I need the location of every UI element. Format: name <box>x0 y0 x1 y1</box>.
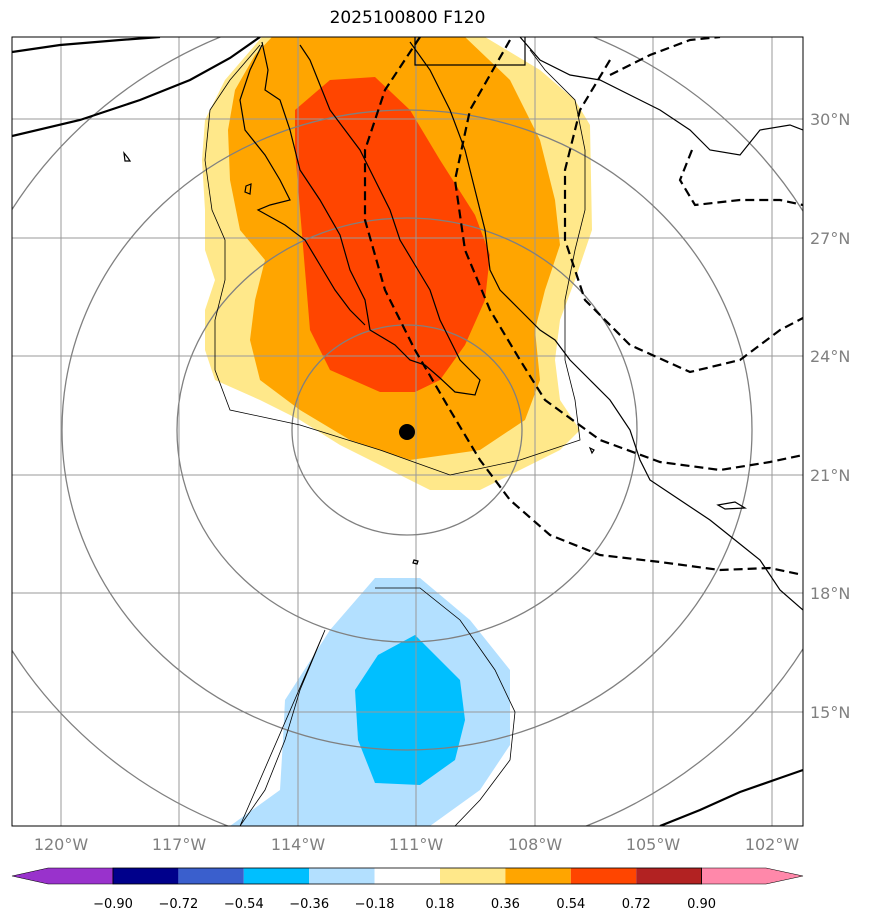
baja-california-coast <box>261 41 481 396</box>
colorbar-label-9: 0.90 <box>687 897 716 912</box>
lon-label-108w: 108°W <box>508 835 563 854</box>
lat-label-15n: 15°N <box>810 703 850 722</box>
colorbar: −0.90 −0.72 −0.54 −0.36 −0.18 0.18 0.36 … <box>11 867 804 912</box>
colorbar-segment-6 <box>440 868 506 884</box>
range-ring-1 <box>291 324 523 536</box>
island-5 <box>588 446 595 455</box>
shade-cyan <box>355 635 465 785</box>
colorbar-label-8: 0.72 <box>622 897 651 912</box>
colorbar-segment-2 <box>178 868 244 884</box>
lat-label-24n: 24°N <box>810 347 850 366</box>
graticule <box>12 37 803 826</box>
colorbar-label-6: 0.36 <box>491 897 520 912</box>
lat-label-18n: 18°N <box>810 584 850 603</box>
shade-red-orange <box>295 77 490 392</box>
colorbar-frame <box>112 867 702 885</box>
lon-label-117w: 117°W <box>152 835 207 854</box>
lon-label-102w: 102°W <box>745 835 800 854</box>
lon-label-114w: 114°W <box>271 835 326 854</box>
colorbar-label-2: −0.54 <box>224 897 264 912</box>
dashed-contours <box>363 37 803 577</box>
map-frame <box>11 36 804 827</box>
map-title: 2025100800 F120 <box>329 8 486 28</box>
colorbar-label-7: 0.54 <box>556 897 585 912</box>
storm-center-marker <box>399 424 415 440</box>
colorbar-segment-3 <box>243 868 310 884</box>
range-ring-2 <box>176 217 638 643</box>
range-ring-3 <box>61 109 753 751</box>
coastlines <box>123 37 803 611</box>
solid-contours <box>12 37 803 826</box>
colorbar-segment-9 <box>636 868 702 884</box>
colorbar-label-1: −0.72 <box>158 897 198 912</box>
thin-contour-south <box>239 587 516 826</box>
colorbar-label-5: 0.18 <box>426 897 455 912</box>
lon-label-105w: 105°W <box>626 835 681 854</box>
border-line <box>414 37 526 66</box>
range-rings <box>12 37 803 826</box>
colorbar-segment-1 <box>113 868 179 884</box>
colorbar-segment-0 <box>11 867 114 885</box>
island-2 <box>244 183 252 195</box>
island-4 <box>412 559 419 565</box>
colorbar-label-0: −0.90 <box>93 897 133 912</box>
lon-label-111w: 111°W <box>389 835 444 854</box>
lat-label-30n: 30°N <box>810 110 850 129</box>
baja-west-coast <box>239 44 366 326</box>
lon-label-120w: 120°W <box>34 835 89 854</box>
colorbar-segment-7 <box>505 868 571 884</box>
colorbar-segment-4 <box>309 868 375 884</box>
mainland-mexico-coast <box>409 41 803 611</box>
island-1 <box>123 150 132 162</box>
thin-contour-north <box>204 44 586 476</box>
colorbar-segment-10 <box>701 867 804 885</box>
us-coast-north <box>519 37 803 156</box>
lat-label-21n: 21°N <box>810 466 850 485</box>
lat-label-27n: 27°N <box>810 229 850 248</box>
colorbar-label-3: −0.36 <box>289 897 329 912</box>
island-3 <box>716 501 748 510</box>
colorbar-label-4: −0.18 <box>355 897 395 912</box>
colorbar-segment-8 <box>570 868 637 884</box>
colorbar-segment-5 <box>374 868 440 884</box>
